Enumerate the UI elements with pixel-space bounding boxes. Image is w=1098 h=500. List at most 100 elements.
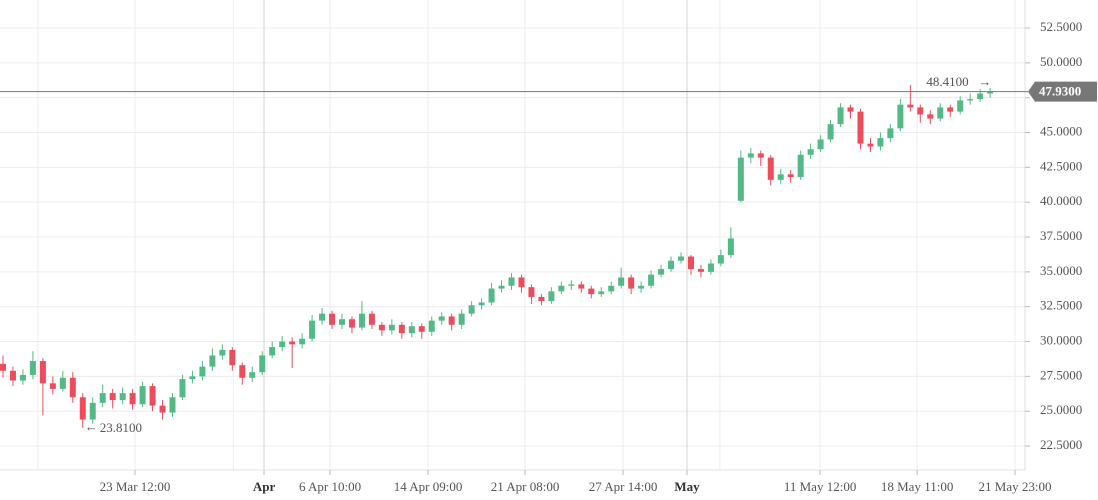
candle-body [568, 284, 575, 286]
candle [578, 281, 585, 293]
candle-body [687, 256, 694, 270]
candle [877, 132, 884, 151]
x-tick-label: 18 May 11:00 [881, 479, 953, 494]
candle [189, 370, 196, 384]
candle-body [648, 274, 655, 286]
candle [438, 312, 445, 325]
candle-body [89, 402, 96, 420]
candle [937, 103, 944, 122]
x-tick-label: May [674, 479, 700, 494]
candle-body [508, 277, 515, 286]
candle [458, 309, 465, 329]
candle [528, 284, 535, 304]
candle-body [29, 361, 36, 375]
candle-body [518, 277, 525, 288]
candle [987, 87, 994, 98]
candle [827, 119, 834, 143]
candle-body [329, 313, 336, 325]
candle [159, 400, 166, 420]
candle [638, 281, 645, 293]
candle [69, 372, 76, 403]
candle [59, 370, 66, 392]
candle [338, 313, 345, 329]
candle [109, 388, 116, 409]
candle [608, 281, 615, 295]
candle-body [797, 154, 804, 178]
candle [857, 108, 864, 150]
y-tick-label: 27.5000 [1040, 367, 1082, 382]
candle-body [807, 149, 814, 155]
candle [488, 283, 495, 306]
candle-body [319, 313, 326, 321]
candle [777, 168, 784, 185]
last-price-box [1028, 81, 1097, 102]
candle-body [69, 377, 76, 398]
candle-body [538, 296, 545, 302]
candle-body [488, 288, 495, 303]
candle [448, 313, 455, 331]
candle-body [707, 263, 714, 272]
candle-body [438, 316, 445, 321]
candle-body [388, 324, 395, 331]
candle [19, 369, 26, 385]
candle [279, 335, 286, 352]
candle [79, 393, 86, 428]
candle [329, 310, 336, 329]
candle-body [528, 287, 535, 297]
candle [727, 227, 734, 258]
candle-body [209, 355, 216, 367]
y-tick-label: 37.5000 [1040, 228, 1082, 243]
candle-body [957, 100, 964, 112]
candle [668, 256, 675, 272]
candle-body [847, 107, 854, 112]
candle-body [987, 91, 994, 94]
candle-body [757, 153, 764, 158]
candle-body [737, 157, 744, 201]
candle [299, 333, 306, 349]
candle-body [727, 238, 734, 256]
candle-body [129, 393, 136, 405]
candle [309, 315, 316, 342]
candle [29, 351, 36, 380]
candle [917, 104, 924, 123]
candle [319, 308, 326, 325]
candle [358, 301, 365, 331]
candle [259, 351, 266, 375]
candle-body [638, 285, 645, 289]
candle [648, 270, 655, 289]
candle [807, 143, 814, 159]
candle-body [468, 305, 475, 314]
candle [249, 366, 256, 382]
candle [39, 358, 46, 416]
candle-body [697, 269, 704, 272]
candle-body [49, 383, 56, 389]
candle [209, 348, 216, 371]
candle-body [309, 320, 316, 339]
candle-body [827, 124, 834, 140]
candle-body [348, 319, 355, 328]
candle-body [368, 313, 375, 325]
candle-body [79, 397, 86, 420]
x-tick-label: 6 Apr 10:00 [299, 479, 361, 494]
candle-body [149, 386, 156, 406]
candle-body [747, 153, 754, 158]
candle [229, 347, 236, 371]
candle [199, 361, 206, 381]
candle [428, 316, 435, 336]
candle-body [578, 284, 585, 289]
candle-body [498, 285, 505, 289]
candle-body [817, 139, 824, 150]
candle-body [219, 349, 226, 356]
x-tick-label: 21 May 23:00 [979, 479, 1052, 494]
candle-body [19, 374, 26, 381]
candle [957, 96, 964, 115]
candle-body [398, 324, 405, 334]
candle [707, 259, 714, 275]
candle [598, 287, 605, 297]
candle [837, 103, 844, 127]
candle [628, 274, 635, 295]
candle-body [897, 104, 904, 129]
x-tick-label: 14 Apr 09:00 [394, 479, 463, 494]
candle-body [628, 277, 635, 289]
x-tick-label: Apr [253, 479, 276, 494]
